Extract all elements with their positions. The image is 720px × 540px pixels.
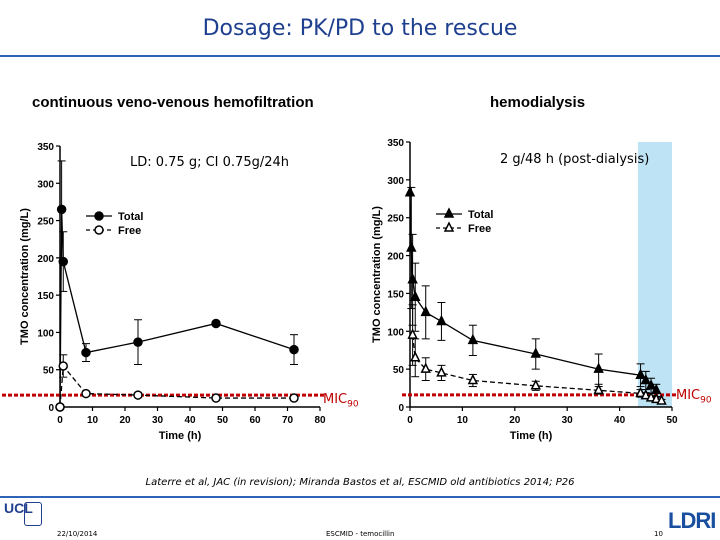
x-tick-label: 0 [57, 415, 63, 426]
data-point-free [81, 388, 91, 399]
y-tick-label: 0 [48, 403, 54, 414]
reference-citation: Laterre et al, JAC (in revision); Mirand… [145, 477, 575, 488]
ucl-crest-icon [24, 502, 42, 526]
y-tick-label: 300 [387, 176, 404, 187]
legend-marker-free [443, 221, 455, 232]
y-tick-label: 100 [387, 327, 404, 338]
data-point-total [635, 368, 646, 379]
ldri-logo: LDRI [668, 508, 716, 533]
data-point-free [407, 328, 418, 339]
data-point-free [651, 392, 662, 404]
x-tick-label: 20 [509, 415, 521, 426]
slide-title: Dosage: PK/PD to the rescue [202, 16, 518, 41]
footer-center: ESCMID - temocillin [326, 530, 395, 538]
x-tick-label: 0 [407, 415, 413, 426]
x-axis-label: Time (h) [159, 430, 202, 442]
data-point-free [420, 362, 431, 373]
y-tick-label: 50 [43, 366, 55, 377]
legend-label-free: Free [118, 225, 141, 237]
x-tick-label: 10 [457, 415, 469, 426]
panel-title-cvvh: continuous veno-venous hemofiltration [32, 94, 314, 111]
data-point-total [407, 273, 418, 284]
footer-date: 22/10/2014 [57, 530, 98, 538]
data-point-total [289, 344, 299, 355]
data-point-total [467, 333, 479, 345]
cvvh-regimen: LD: 0.75 g; CI 0.75g/24h [130, 155, 290, 170]
chart-hd: 0 50 100 150 200 250 300 350 0 10 20 30 40 50 Time (h)… [371, 138, 678, 442]
data-point-total [404, 186, 416, 197]
legend-marker-total [94, 211, 104, 221]
dialysis-window-band [637, 142, 672, 407]
y-tick-label: 300 [37, 179, 54, 190]
title-divider [0, 55, 720, 57]
legend-marker-free [94, 225, 104, 235]
y-tick-label: 150 [387, 289, 404, 300]
y-tick-label: 100 [37, 328, 54, 339]
x-tick-label: 60 [249, 415, 261, 426]
page-number: 10 [654, 530, 663, 538]
data-point-total [81, 347, 91, 358]
y-tick-label: 350 [387, 138, 404, 149]
series-line-total [409, 192, 657, 391]
x-tick-label: 40 [184, 415, 196, 426]
data-point-free [133, 390, 143, 400]
data-point-total [420, 305, 431, 317]
x-tick-label: 50 [666, 415, 678, 426]
y-tick-label: 0 [398, 403, 404, 414]
y-tick-label: 200 [37, 254, 54, 265]
x-tick-label: 80 [314, 415, 326, 426]
data-point-total [410, 290, 421, 301]
mic-label-hd: MIC90 [676, 388, 712, 406]
footer-divider [0, 496, 720, 498]
data-point-total [640, 373, 652, 385]
data-point-free [436, 366, 447, 377]
data-point-free [467, 373, 479, 385]
data-point-free [410, 351, 421, 362]
data-point-total [436, 314, 447, 326]
x-tick-label: 20 [119, 415, 131, 426]
x-tick-label: 70 [282, 415, 294, 426]
legend-marker-total [443, 207, 455, 218]
data-point-total [211, 318, 221, 329]
data-point-free [58, 361, 68, 371]
y-tick-label: 250 [37, 217, 54, 228]
data-point-total [58, 256, 68, 267]
x-tick-label: 30 [562, 415, 574, 426]
data-point-free [593, 383, 604, 395]
x-tick-label: 40 [614, 415, 626, 426]
chart-cvvh: 0 50 100 150 200 250 300 350 0 10 20 30 40 50 60 70 80 Ti… [2, 142, 326, 442]
series-line-free [411, 334, 662, 402]
mic-label-cvvh: MIC90 [323, 392, 359, 410]
legend-label-total: Total [468, 209, 493, 221]
data-point-total [593, 362, 604, 373]
data-point-free [640, 388, 652, 400]
legend-label-free: Free [468, 223, 491, 235]
y-tick-label: 150 [37, 291, 54, 302]
data-point-free [55, 402, 65, 412]
y-tick-label: 50 [393, 365, 405, 376]
panel-title-hd: hemodialysis [490, 94, 586, 111]
y-axis-label: TMO concentration (mg/L) [371, 206, 383, 343]
y-tick-label: 250 [387, 214, 404, 225]
data-point-total [406, 241, 417, 252]
x-axis-label: Time (h) [510, 430, 553, 442]
hd-regimen: 2 g/48 h (post-dialysis) [500, 152, 650, 167]
data-point-free [656, 394, 667, 405]
x-tick-label: 10 [87, 415, 99, 426]
data-point-total [56, 204, 67, 215]
y-tick-label: 350 [37, 142, 54, 153]
y-axis-label: TMO concentration (mg/L) [19, 208, 31, 345]
legend-label-total: Total [118, 211, 143, 223]
x-tick-label: 30 [152, 415, 164, 426]
data-point-free [289, 393, 299, 403]
data-point-free [211, 393, 221, 403]
data-point-total [530, 347, 541, 358]
data-point-total [133, 337, 143, 347]
data-point-free [530, 379, 541, 390]
y-tick-label: 200 [387, 252, 404, 263]
series-line-total [59, 209, 295, 408]
x-tick-label: 50 [217, 415, 229, 426]
series-line-free [59, 364, 294, 408]
data-point-total [645, 379, 657, 390]
